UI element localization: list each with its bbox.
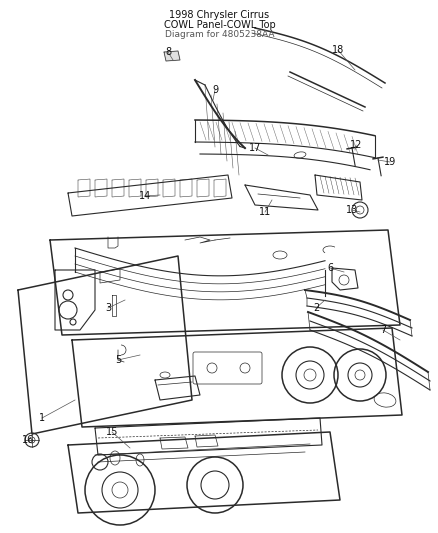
- Text: 3: 3: [105, 303, 111, 313]
- Text: 19: 19: [383, 157, 395, 167]
- Text: 6: 6: [326, 263, 332, 273]
- Text: 12: 12: [349, 140, 361, 150]
- Text: 1: 1: [39, 413, 45, 423]
- Text: 9: 9: [212, 85, 218, 95]
- Text: COWL Panel-COWL Top: COWL Panel-COWL Top: [163, 20, 275, 30]
- Polygon shape: [164, 51, 180, 61]
- Text: 11: 11: [258, 207, 271, 217]
- Text: 16: 16: [22, 435, 34, 445]
- Text: Diagram for 4805238AA: Diagram for 4805238AA: [164, 30, 274, 39]
- Text: 5: 5: [115, 355, 121, 365]
- Text: 8: 8: [165, 47, 171, 57]
- Text: 1998 Chrysler Cirrus: 1998 Chrysler Cirrus: [169, 10, 269, 20]
- Text: 13: 13: [345, 205, 357, 215]
- Text: 14: 14: [138, 191, 151, 201]
- Text: 17: 17: [248, 143, 261, 153]
- Text: 18: 18: [331, 45, 343, 55]
- Text: 15: 15: [106, 427, 118, 437]
- Text: 2: 2: [312, 303, 318, 313]
- Text: 7: 7: [379, 325, 385, 335]
